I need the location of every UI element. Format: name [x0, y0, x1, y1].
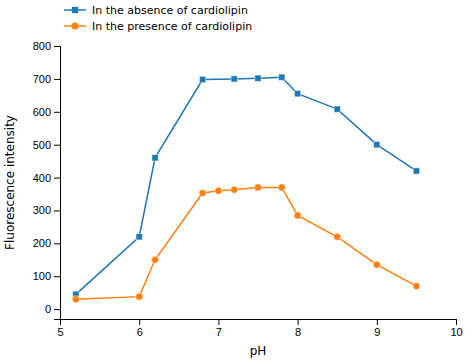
- data-point: [279, 74, 285, 80]
- tick-label: 300: [33, 204, 51, 216]
- tick-mark: [54, 309, 60, 310]
- tick: 5: [57, 319, 63, 338]
- legend-entry: In the absence of cardiolipin: [64, 4, 248, 17]
- data-point: [373, 261, 380, 268]
- legend-entry: In the presence of cardiolipin: [64, 20, 252, 33]
- chart: 56789100100200300400500600700800pHFluore…: [0, 0, 474, 363]
- tick-label: 10: [450, 326, 462, 338]
- data-point: [374, 142, 380, 148]
- y-axis: 0 100 200 300 400 500 600 700 800: [33, 40, 61, 319]
- data-point: [294, 91, 300, 97]
- tick-mark: [456, 319, 457, 325]
- data-point: [231, 76, 237, 82]
- data-point: [152, 155, 158, 161]
- tick-mark: [54, 46, 60, 47]
- legend-label: In the absence of cardiolipin: [92, 4, 248, 17]
- tick-label: 6: [137, 326, 143, 338]
- tick-label: 8: [295, 326, 301, 338]
- tick: 300: [33, 204, 60, 216]
- x-axis: 5 6 7 8 9 10: [57, 319, 462, 338]
- data-point: [199, 76, 205, 82]
- tick-label: 9: [374, 326, 380, 338]
- tick-mark: [54, 145, 60, 146]
- tick-label: 800: [33, 40, 51, 52]
- marks: [72, 74, 420, 303]
- data-point: [136, 293, 143, 300]
- tick-mark: [54, 243, 60, 244]
- plot: 56789100100200300400500600700800pHFluore…: [3, 40, 463, 358]
- tick-mark: [54, 178, 60, 179]
- tick: 7: [216, 319, 222, 338]
- tick: 500: [33, 139, 60, 151]
- tick: 800: [33, 40, 60, 52]
- series-line: [76, 187, 417, 299]
- axis-line: [54, 47, 61, 320]
- tick-mark: [54, 112, 60, 113]
- legend-marker: [72, 7, 78, 13]
- tick: 9: [374, 319, 380, 338]
- data-point: [136, 234, 142, 240]
- data-point: [255, 75, 261, 81]
- legend: In the absence of cardiolipin In the pres…: [64, 4, 252, 33]
- tick-label: 700: [33, 73, 51, 85]
- tick: 200: [33, 237, 60, 249]
- tick-mark: [54, 276, 60, 277]
- legend-label: In the presence of cardiolipin: [92, 20, 252, 33]
- data-point: [72, 296, 79, 303]
- tick-label: 5: [57, 326, 63, 338]
- data-point: [254, 184, 261, 191]
- tick: 10: [450, 319, 462, 338]
- tick-label: 200: [33, 237, 51, 249]
- tick-mark: [54, 210, 60, 211]
- tick-label: 500: [33, 139, 51, 151]
- data-point: [294, 212, 301, 219]
- tick-mark: [377, 319, 378, 325]
- tick-label: 0: [45, 303, 51, 315]
- tick-label: 7: [216, 326, 222, 338]
- x-axis-title: pH: [250, 344, 267, 358]
- data-point: [413, 283, 420, 290]
- tick-label: 600: [33, 106, 51, 118]
- tick-label: 100: [33, 270, 51, 282]
- tick: 8: [295, 319, 301, 338]
- tick-mark: [298, 319, 299, 325]
- data-point: [278, 184, 285, 191]
- tick-mark: [54, 79, 60, 80]
- series-line: [76, 77, 417, 294]
- tick: 600: [33, 106, 60, 118]
- data-point: [199, 189, 206, 196]
- tick: 6: [137, 319, 143, 338]
- data-point: [334, 106, 340, 112]
- tick: 400: [33, 172, 60, 184]
- data-point: [334, 233, 341, 240]
- tick: 100: [33, 270, 60, 282]
- y-axis-title: Fluorescence intensity: [3, 115, 17, 250]
- tick: 0: [45, 303, 60, 315]
- data-point: [413, 168, 419, 174]
- data-point: [231, 186, 238, 193]
- tick-label: 400: [33, 172, 51, 184]
- data-point: [151, 256, 158, 263]
- tick-mark: [218, 319, 219, 325]
- axis-line: [61, 320, 457, 326]
- tick-mark: [139, 319, 140, 325]
- tick: 700: [33, 73, 60, 85]
- data-point: [215, 187, 222, 194]
- legend-marker: [71, 22, 78, 29]
